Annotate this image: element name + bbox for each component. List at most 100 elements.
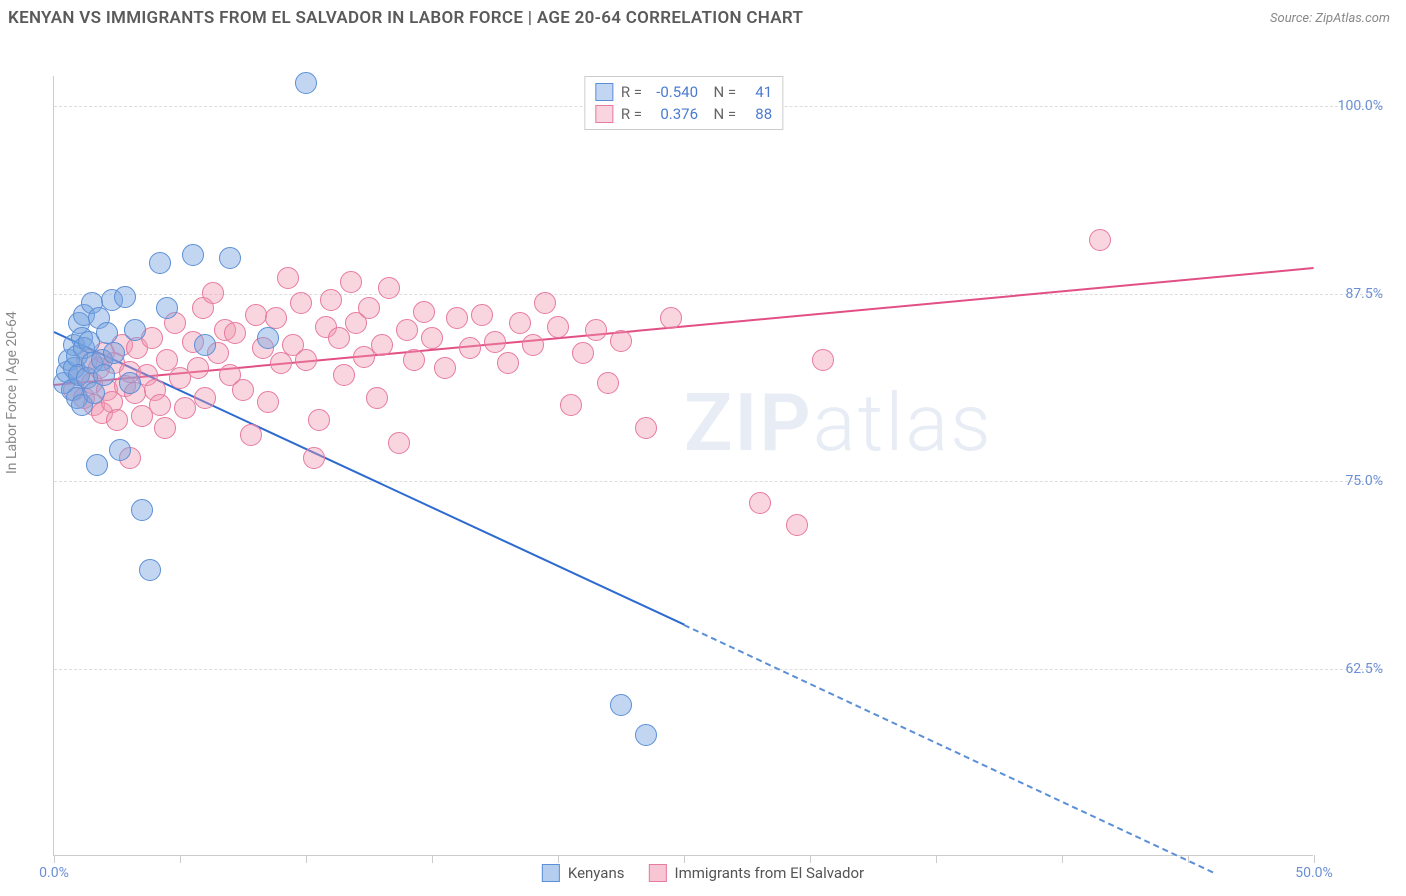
stats-swatch: [595, 105, 613, 123]
data-point: [295, 349, 317, 371]
data-point: [194, 387, 216, 409]
x-tick: [558, 855, 559, 863]
data-point: [497, 352, 519, 374]
data-point: [371, 334, 393, 356]
data-point: [328, 327, 350, 349]
data-point: [295, 72, 317, 94]
data-point: [114, 286, 136, 308]
trend-line-extrapolated: [684, 624, 1214, 873]
data-point: [139, 559, 161, 581]
chart-title: KENYAN VS IMMIGRANTS FROM EL SALVADOR IN…: [8, 8, 803, 28]
x-tick: [180, 855, 181, 863]
data-point: [187, 357, 209, 379]
data-point: [358, 297, 380, 319]
data-point: [635, 724, 657, 746]
watermark: ZIPatlas: [684, 376, 993, 470]
data-point: [396, 319, 418, 341]
data-point: [660, 307, 682, 329]
y-tick-label: 87.5%: [1323, 286, 1383, 302]
data-point: [131, 499, 153, 521]
x-tick: [684, 855, 685, 863]
legend-label-1: Kenyans: [568, 864, 625, 882]
source-attribution: Source: ZipAtlas.com: [1270, 11, 1390, 26]
data-point: [109, 439, 131, 461]
data-point: [154, 417, 176, 439]
data-point: [547, 316, 569, 338]
data-point: [421, 327, 443, 349]
data-point: [303, 447, 325, 469]
x-tick: [1314, 855, 1315, 863]
data-point: [245, 304, 267, 326]
data-point: [434, 357, 456, 379]
x-tick-label: 50.0%: [1295, 865, 1333, 881]
data-point: [413, 301, 435, 323]
data-point: [509, 312, 531, 334]
data-point: [1089, 229, 1111, 251]
data-point: [522, 334, 544, 356]
correlation-stats-box: R = -0.540 N = 41 R =0.376 N =88: [584, 76, 783, 130]
stats-swatch: [595, 83, 613, 101]
data-point: [597, 372, 619, 394]
data-point: [86, 454, 108, 476]
plot-area: 62.5%75.0%87.5%100.0%0.0%50.0%ZIPatlasR …: [53, 76, 1313, 856]
stats-row: R =0.376 N =88: [595, 103, 772, 125]
legend-item-kenyans: Kenyans: [542, 864, 625, 882]
data-point: [257, 391, 279, 413]
bottom-legend: Kenyans Immigrants from El Salvador: [542, 864, 864, 882]
data-point: [224, 322, 246, 344]
legend-item-el-salvador: Immigrants from El Salvador: [648, 864, 864, 882]
data-point: [103, 342, 125, 364]
data-point: [149, 394, 171, 416]
data-point: [149, 252, 171, 274]
grid-line: [54, 294, 1383, 295]
data-point: [119, 372, 141, 394]
stats-row: R = -0.540 N = 41: [595, 81, 772, 103]
data-point: [219, 247, 241, 269]
data-point: [459, 337, 481, 359]
data-point: [320, 289, 342, 311]
stats-r-label: R =: [621, 83, 642, 101]
y-tick-label: 62.5%: [1323, 661, 1383, 677]
data-point: [194, 334, 216, 356]
legend-swatch-blue: [542, 864, 560, 882]
data-point: [786, 514, 808, 536]
chart-container: In Labor Force | Age 20-64 62.5%75.0%87.…: [8, 36, 1398, 896]
data-point: [610, 694, 632, 716]
data-point: [635, 417, 657, 439]
data-point: [174, 397, 196, 419]
data-point: [232, 379, 254, 401]
data-point: [93, 364, 115, 386]
stats-n-value: 41: [744, 83, 772, 101]
stats-n-value: 88: [744, 105, 772, 123]
data-point: [534, 292, 556, 314]
data-point: [182, 244, 204, 266]
data-point: [812, 349, 834, 371]
y-tick-label: 75.0%: [1323, 473, 1383, 489]
chart-header: KENYAN VS IMMIGRANTS FROM EL SALVADOR IN…: [0, 0, 1406, 36]
data-point: [749, 492, 771, 514]
data-point: [290, 292, 312, 314]
data-point: [366, 387, 388, 409]
data-point: [277, 267, 299, 289]
data-point: [378, 277, 400, 299]
data-point: [471, 304, 493, 326]
y-axis-label: In Labor Force | Age 20-64: [4, 311, 20, 474]
x-tick-label: 0.0%: [39, 865, 69, 881]
data-point: [560, 394, 582, 416]
legend-swatch-pink: [648, 864, 666, 882]
grid-line: [54, 669, 1383, 670]
x-tick: [1062, 855, 1063, 863]
data-point: [124, 319, 146, 341]
x-tick: [810, 855, 811, 863]
data-point: [388, 432, 410, 454]
x-tick: [432, 855, 433, 863]
data-point: [240, 424, 262, 446]
stats-n-label: N =: [706, 83, 736, 101]
data-point: [572, 342, 594, 364]
stats-r-value: -0.540: [650, 83, 698, 101]
data-point: [308, 409, 330, 431]
data-point: [257, 327, 279, 349]
y-tick-label: 100.0%: [1323, 98, 1383, 114]
data-point: [585, 319, 607, 341]
data-point: [156, 297, 178, 319]
